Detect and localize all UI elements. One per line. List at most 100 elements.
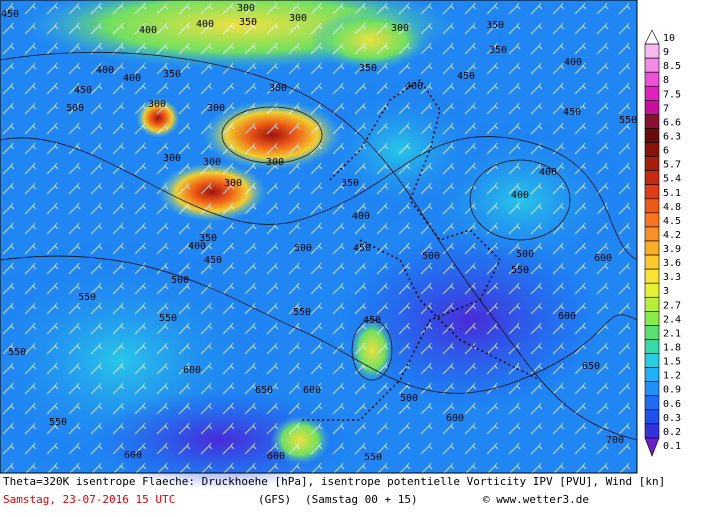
- legend-label: 8: [663, 75, 669, 86]
- legend-swatch: [644, 85, 660, 101]
- contour-label: 300: [148, 99, 166, 110]
- contour-label: 650: [582, 361, 600, 372]
- contour-label: 400: [96, 65, 114, 76]
- contour-label: 300: [391, 23, 409, 34]
- contour-label: 300: [289, 13, 307, 24]
- contour-label: 400: [139, 25, 157, 36]
- contour-label: 300: [207, 103, 225, 114]
- legend-swatch: [644, 128, 660, 143]
- legend-swatch: [644, 100, 660, 115]
- contour-label: 400: [188, 241, 206, 252]
- contour-label: 500: [400, 393, 418, 404]
- legend-label: 0.2: [663, 427, 681, 438]
- legend-label: 10: [663, 33, 675, 44]
- contour-label: 450: [74, 85, 92, 96]
- legend-label: 1.5: [663, 357, 681, 368]
- legend-swatch: [644, 57, 660, 73]
- legend-label: 0.9: [663, 385, 681, 396]
- legend-label: 5.1: [663, 188, 681, 199]
- legend-label: 6: [663, 146, 669, 157]
- contour-label: 400: [405, 81, 423, 92]
- contour-label: 350: [486, 20, 504, 31]
- legend-label: 5.7: [663, 160, 681, 171]
- legend-swatch: [644, 170, 660, 186]
- legend-swatch: [644, 71, 660, 87]
- contour-label: 400: [123, 73, 141, 84]
- contour-label: 300: [237, 3, 255, 14]
- legend-label: 3.3: [663, 272, 681, 283]
- contour-label: 550: [293, 307, 311, 318]
- legend-label: 7: [663, 103, 669, 114]
- legend-swatch: [644, 311, 660, 326]
- contour-label: 600: [303, 385, 321, 396]
- legend-swatch: [644, 226, 660, 242]
- contour-label: 450: [457, 71, 475, 82]
- footer-model: (GFS): [258, 493, 291, 506]
- legend-swatch: [644, 353, 660, 368]
- contour-label: 600: [558, 311, 576, 322]
- legend-label: 2.4: [663, 314, 681, 325]
- legend-label: 3.6: [663, 258, 681, 269]
- legend-swatch: [644, 325, 660, 340]
- contour-label: 400: [564, 57, 582, 68]
- legend-label: 2.7: [663, 300, 681, 311]
- legend-swatch: [644, 339, 660, 354]
- legend-swatch: [644, 282, 660, 298]
- contour-label: 300: [224, 178, 242, 189]
- contour-label: 350: [489, 45, 507, 56]
- contour-label: 350: [359, 63, 377, 74]
- contour-label: 550: [159, 313, 177, 324]
- legend: 10 9 8.5 8 7.5 7 6.6 6.3 6 5.7 5.4 5.1 4.8 4.5 4.2 3.9 3…: [644, 29, 681, 457]
- contour-label: 600: [183, 365, 201, 376]
- legend-swatch: [644, 395, 660, 411]
- legend-label: 1.2: [663, 371, 681, 382]
- legend-label: 6.6: [663, 117, 681, 128]
- legend-swatch: [644, 296, 660, 312]
- legend-label: 7.5: [663, 89, 681, 100]
- legend-swatch: [644, 43, 660, 59]
- legend-swatch: [644, 29, 660, 45]
- legend-label: 2.1: [663, 328, 681, 339]
- contour-label: 350: [239, 17, 257, 28]
- contour-label: 400: [196, 19, 214, 30]
- legend-label: 0.3: [663, 413, 681, 424]
- legend-label: 9: [663, 47, 669, 58]
- contour-label: 300: [203, 157, 221, 168]
- contour-label: 700: [606, 435, 624, 446]
- contour-label: 300: [269, 83, 287, 94]
- legend-swatch: [644, 184, 660, 200]
- legend-swatch: [644, 381, 660, 397]
- legend-label: 0.6: [663, 399, 681, 410]
- legend-label: 3: [663, 286, 669, 297]
- legend-swatch: [644, 156, 660, 171]
- contour-label: 550: [78, 292, 96, 303]
- legend-label: 1.8: [663, 343, 681, 354]
- contour-label: 550: [49, 417, 67, 428]
- legend-label: 5.4: [663, 174, 681, 185]
- map: [0, 0, 638, 490]
- contour-label: 550: [8, 347, 26, 358]
- contour-label: 450: [363, 315, 381, 326]
- legend-swatch: [644, 437, 660, 457]
- contour-label: 500: [171, 275, 189, 286]
- legend-swatch: [644, 423, 660, 439]
- legend-swatch: [644, 240, 660, 256]
- contour-label: 350: [199, 233, 217, 244]
- contour-label: 500: [422, 251, 440, 262]
- contour-label: 550: [364, 452, 382, 463]
- legend-swatch: [644, 198, 660, 214]
- contour-label: 450: [563, 107, 581, 118]
- footer: Theta=320K isentrope Flaeche: Druckhoehe…: [3, 475, 665, 506]
- contour-label: 300: [266, 157, 284, 168]
- contour-label: 450: [1, 9, 19, 20]
- contour-label: 400: [352, 211, 370, 222]
- legend-label: 4.8: [663, 202, 681, 213]
- contour-label: 450: [204, 255, 222, 266]
- legend-label: 8.5: [663, 61, 681, 72]
- legend-swatch: [644, 367, 660, 382]
- contour-label: 550: [511, 265, 529, 276]
- contour-label: 350: [163, 69, 181, 80]
- legend-label: 0.1: [663, 441, 681, 452]
- footer-date: Samstag, 23-07-2016 15 UTC: [3, 493, 175, 506]
